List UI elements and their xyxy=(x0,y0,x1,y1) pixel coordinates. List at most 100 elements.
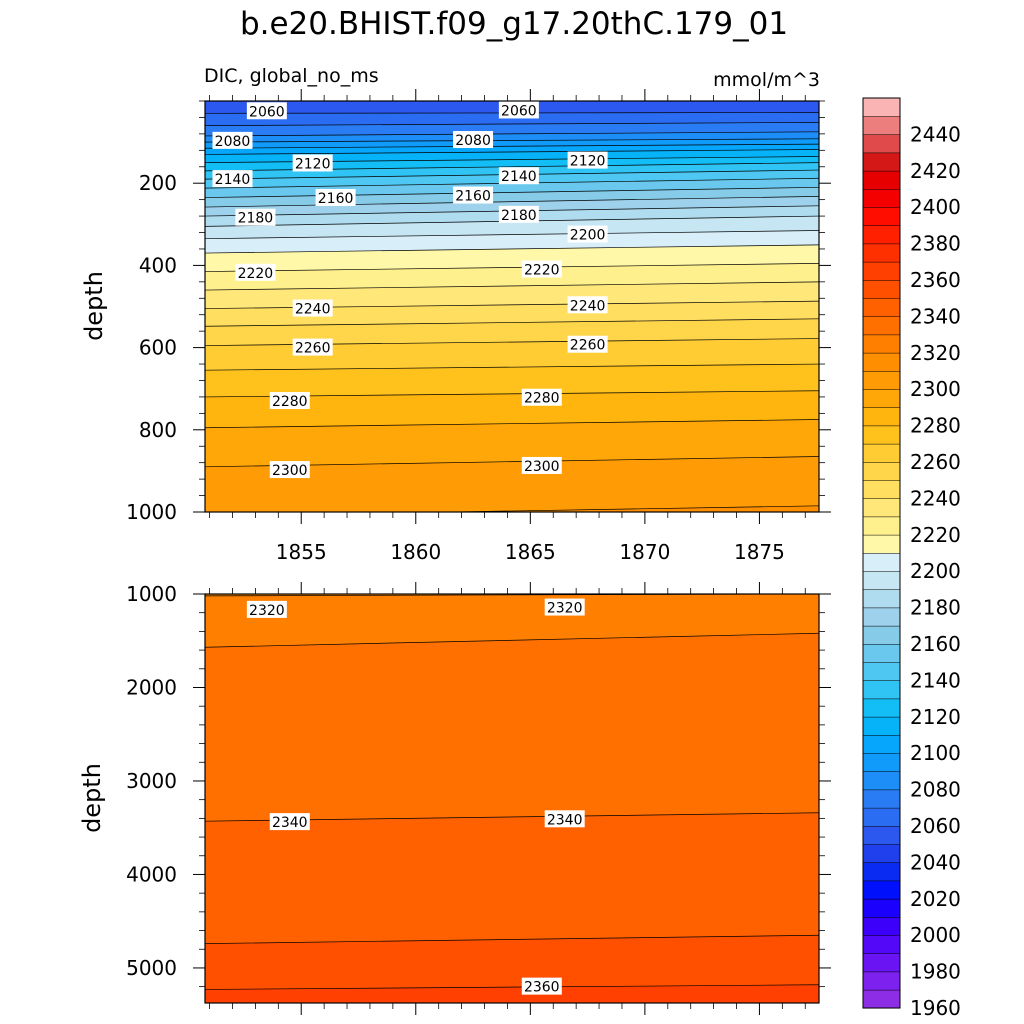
colorbar-swatch-2330 xyxy=(862,316,901,336)
colorbar-tick-label: 2360 xyxy=(910,268,961,292)
upper-isoline-2290 xyxy=(205,419,819,429)
lower-y-tick-label: 5000 xyxy=(126,956,177,980)
upper-contour-label-box xyxy=(212,131,253,149)
upper-contour-label: 2080 xyxy=(215,134,251,150)
colorbar-swatch-2090 xyxy=(862,752,901,772)
colorbar-swatch-2210 xyxy=(862,534,901,554)
upper-field: 2060 2060 2080 2080 2120 2120 2140 2140 2160 2160… xyxy=(205,101,819,512)
colorbar-swatch-2420 xyxy=(862,152,901,172)
colorbar-frame xyxy=(862,97,901,1009)
upper-band-2300 xyxy=(205,456,819,512)
upper-contour-label-box xyxy=(521,260,562,278)
colorbar-swatch-2110 xyxy=(862,716,901,736)
lower-contour-label-box xyxy=(246,600,287,618)
upper-y-tick-label: 400 xyxy=(139,253,177,277)
upper-x-tick-label: 1855 xyxy=(276,540,327,564)
upper-contour-label: 2120 xyxy=(295,156,331,172)
upper-contour-label: 2220 xyxy=(238,266,274,282)
lower-contour-label: 2320 xyxy=(249,603,285,619)
upper-contour-label-box xyxy=(567,225,608,243)
colorbar-swatch-2390 xyxy=(862,206,901,226)
upper-isoline-2270 xyxy=(205,363,819,371)
lower-isoline-2360 xyxy=(205,984,819,990)
colorbar-tick-label: 2000 xyxy=(910,923,961,947)
upper-contour-label-box xyxy=(235,263,276,281)
colorbar-swatch-2000 xyxy=(862,916,901,936)
upper-contour-label: 2220 xyxy=(524,263,560,279)
colorbar-tick-label: 2080 xyxy=(910,778,961,802)
upper-isoline-2110 xyxy=(205,149,819,155)
upper-contour-label-box xyxy=(292,338,333,356)
upper-isoline-2080 xyxy=(205,131,819,137)
colorbar-swatch-2040 xyxy=(862,843,901,863)
colorbar-swatch-2270 xyxy=(862,425,901,445)
colorbar-tick-label: 2060 xyxy=(910,814,961,838)
upper-contour-label-box xyxy=(498,205,539,223)
upper-x-tick-label: 1875 xyxy=(734,540,785,564)
upper-contour-label: 2060 xyxy=(501,103,537,119)
lower-y-tick-label: 1000 xyxy=(126,582,177,606)
upper-contour-label-box xyxy=(521,456,562,474)
colorbar-swatch-2140 xyxy=(862,661,901,681)
upper-contour-label-box xyxy=(521,388,562,406)
upper-contour-label-box xyxy=(292,154,333,172)
colorbar-swatch-2200 xyxy=(862,552,901,572)
upper-x-tick-label: 1865 xyxy=(505,540,556,564)
upper-isoline-2210 xyxy=(205,244,819,254)
colorbar-swatch-2250 xyxy=(862,461,901,481)
upper-x-tick-label: 1870 xyxy=(619,540,670,564)
colorbar-tick-label: 2120 xyxy=(910,705,961,729)
colorbar-swatch-1990 xyxy=(862,934,901,954)
colorbar-swatch-2030 xyxy=(862,862,901,882)
figure-title: b.e20.BHIST.f09_g17.20thC.179_01 xyxy=(240,6,788,42)
lower-isoline-2330 xyxy=(205,632,819,648)
upper-isoline-2310 xyxy=(429,505,819,512)
lower-band-2360 xyxy=(205,984,819,1003)
upper-contour-label-box xyxy=(498,101,539,119)
colorbar-swatch-2130 xyxy=(862,680,901,700)
upper-contour-label-box xyxy=(235,208,276,226)
upper-contour-label: 2180 xyxy=(501,208,537,224)
colorbar-tick-label: 2040 xyxy=(910,850,961,874)
upper-contour-label: 2260 xyxy=(570,338,606,354)
colorbar-tick-label: 1960 xyxy=(910,996,961,1020)
colorbar-swatch-2080 xyxy=(862,771,901,791)
colorbar-tick-label: 2320 xyxy=(910,341,961,365)
colorbar-swatch-1980 xyxy=(862,953,901,973)
lower-contour-label-box xyxy=(521,977,562,995)
lower-field: 2320 2320 2340 2340 2360 xyxy=(205,594,819,1003)
colorbar-swatch-2360 xyxy=(862,261,901,281)
upper-panel: 2060 2060 2080 2080 2120 2120 2140 2140 2160 2160… xyxy=(126,89,831,564)
colorbar-swatch-2410 xyxy=(862,170,901,190)
upper-contour-label-box xyxy=(567,151,608,169)
colorbar-swatch-2240 xyxy=(862,479,901,499)
colorbar-tick-label: 2260 xyxy=(910,450,961,474)
lower-contour-label: 2340 xyxy=(547,812,583,828)
colorbar-swatch-2340 xyxy=(862,297,901,317)
upper-y-tick-label: 1000 xyxy=(126,500,177,524)
colorbar-tick-label: 2020 xyxy=(910,887,961,911)
colorbar-swatch-2050 xyxy=(862,825,901,845)
upper-contour-label: 2280 xyxy=(272,394,308,410)
colorbar-swatch-2440 xyxy=(862,115,901,135)
upper-contour-label-box xyxy=(246,102,287,120)
upper-y-axis-label: depth xyxy=(80,271,108,341)
upper-isoline-2160 xyxy=(205,186,819,198)
colorbar-swatch-2180 xyxy=(862,589,901,609)
upper-contour-label: 2240 xyxy=(295,302,331,318)
colorbar-tick-label: 2380 xyxy=(910,232,961,256)
colorbar-swatch-2160 xyxy=(862,625,901,645)
lower-y-tick-label: 3000 xyxy=(126,769,177,793)
lower-contour-label: 2320 xyxy=(547,601,583,617)
colorbar-tick-label: 2300 xyxy=(910,377,961,401)
colorbar-swatch-2060 xyxy=(862,807,901,827)
colorbar-swatch-2450 xyxy=(862,97,901,117)
variable-label: DIC, global_no_ms xyxy=(204,65,379,87)
colorbar: 1960 1980 2000 2020 2040 2060 2080 2100 2120 2140… xyxy=(862,97,961,1020)
colorbar-swatch-2400 xyxy=(862,188,901,208)
colorbar-tick-label: 2340 xyxy=(910,304,961,328)
upper-contour-label: 2200 xyxy=(570,228,606,244)
upper-contour-label: 2140 xyxy=(501,169,537,185)
upper-contour-label: 2140 xyxy=(215,172,251,188)
